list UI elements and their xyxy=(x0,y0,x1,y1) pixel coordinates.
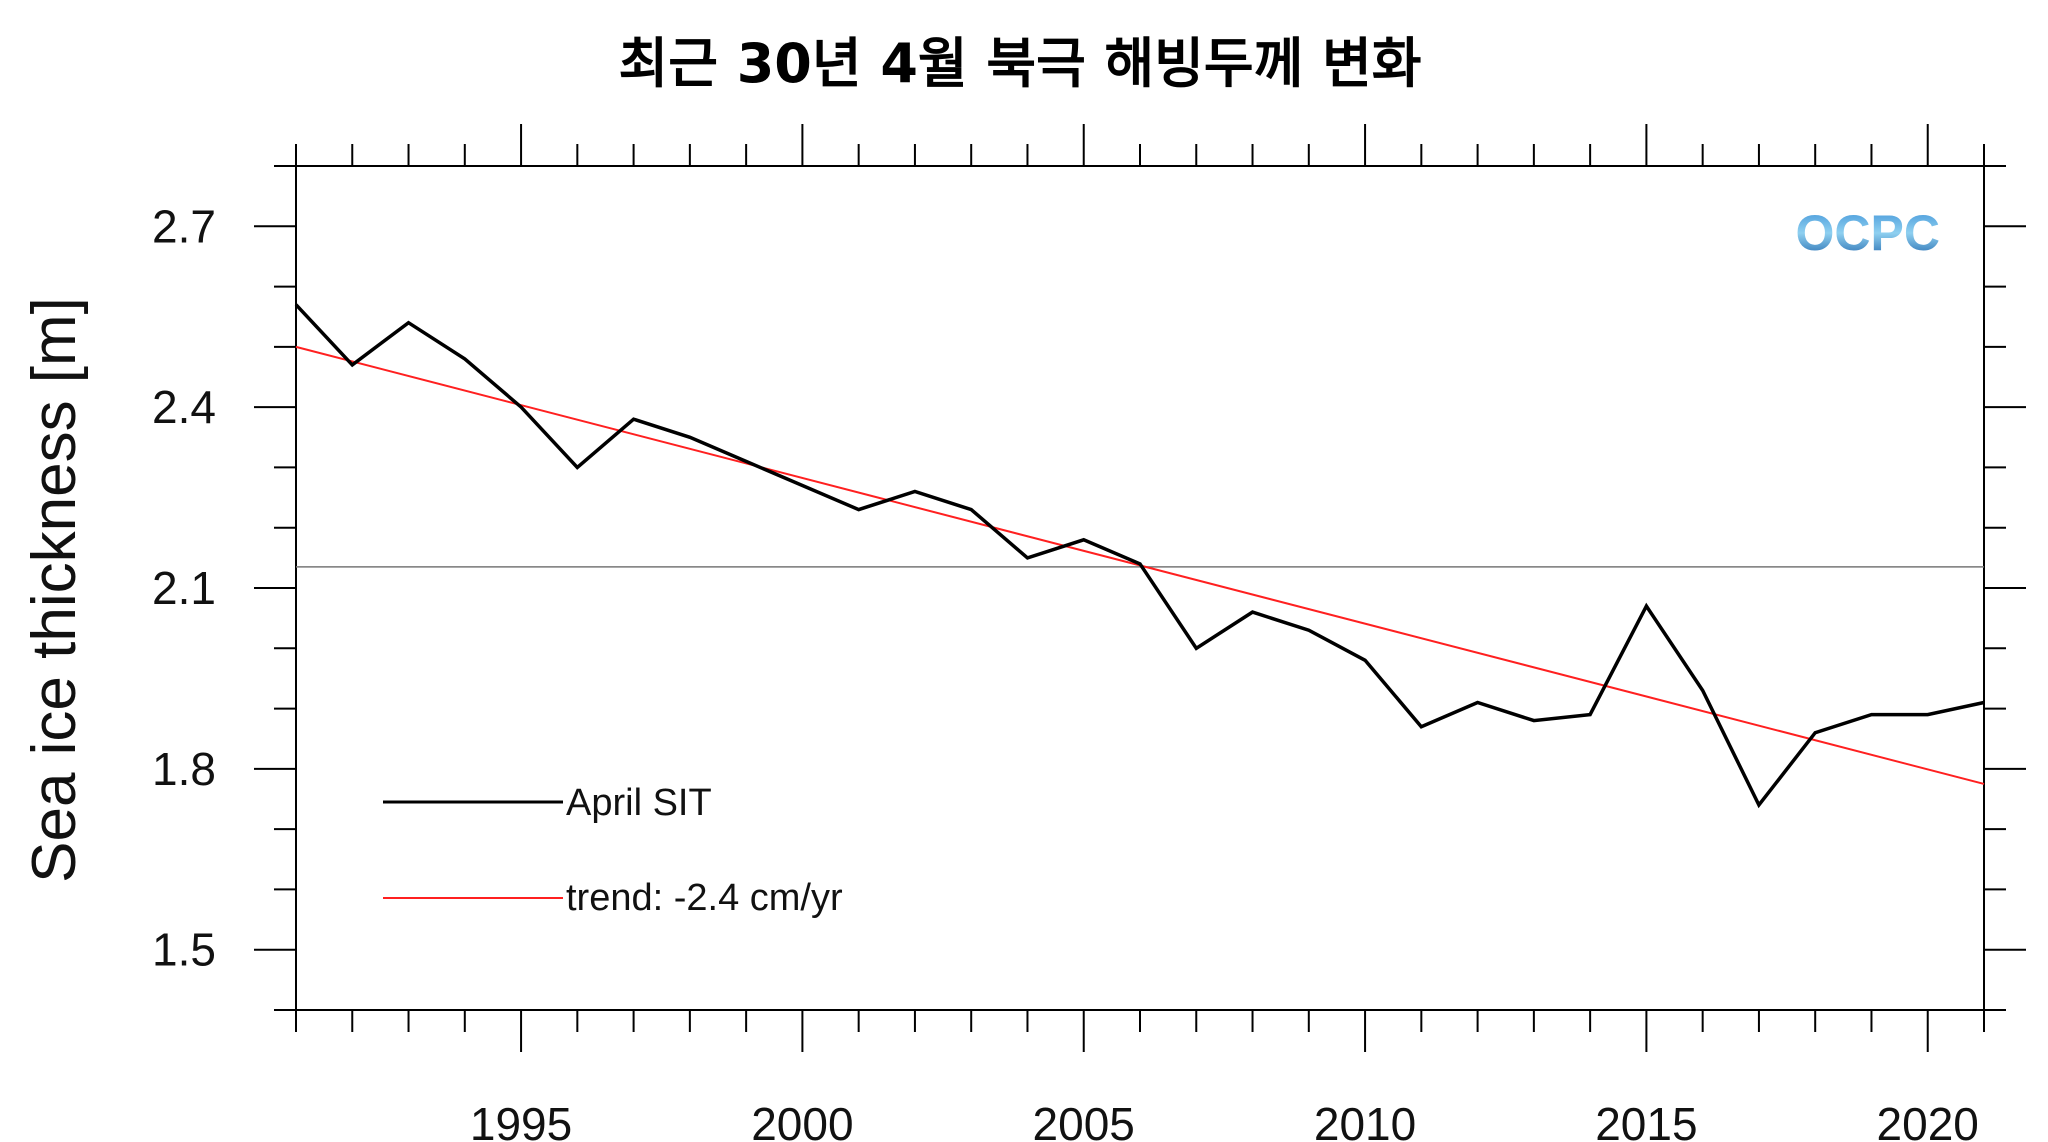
x-tick-label: 2015 xyxy=(1595,1098,1697,1142)
y-axis-label: Sea ice thickness [m] xyxy=(20,297,89,883)
x-tick-label: 2005 xyxy=(1033,1098,1135,1142)
x-tick-label: 1995 xyxy=(470,1098,572,1142)
tick-labels: 1995 2000 2005 2010 2015 2020 1.5 1.8 2.1 2.4 2.7 xyxy=(152,200,1979,1142)
y-tick-label: 1.5 xyxy=(152,924,216,976)
legend-label-sit: April SIT xyxy=(566,782,712,824)
series-lines xyxy=(294,303,1985,809)
y-tick-label: 2.1 xyxy=(152,562,216,614)
legend: April SIT trend: -2.4 cm/yr xyxy=(383,782,843,919)
chart-title: 최근 30년 4월 북극 해빙두께 변화 xyxy=(619,32,1422,95)
x-tick-label: 2000 xyxy=(751,1098,853,1142)
y-tick-label: 1.8 xyxy=(152,743,216,795)
plot-frame xyxy=(295,165,1985,1011)
april-sit-line xyxy=(294,303,1985,809)
legend-label-trend: trend: -2.4 cm/yr xyxy=(566,877,843,919)
axis-ticks xyxy=(254,124,2026,1052)
ocpc-logo: OCPC xyxy=(1796,205,1940,261)
y-tick-label: 2.4 xyxy=(152,381,216,433)
x-tick-label: 2020 xyxy=(1877,1098,1979,1142)
x-tick-label: 2010 xyxy=(1314,1098,1416,1142)
y-tick-label: 2.7 xyxy=(152,200,216,252)
y-axis-label-text: Sea ice thickness [m] xyxy=(20,297,89,883)
